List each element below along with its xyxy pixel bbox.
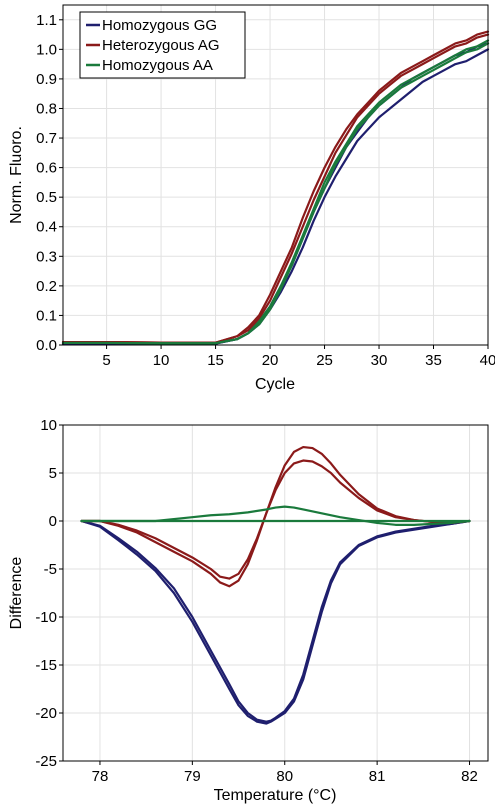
chart0-ytick-label-5: 0.5	[36, 189, 57, 206]
chart1-xtick-label-3: 81	[369, 768, 386, 785]
chart0-xtick-label-6: 35	[425, 352, 442, 369]
amp-plot-border	[62, 4, 489, 346]
chart0-series-ag-3	[61, 33, 490, 344]
amp-x-ticks: 5 10 15 20 25 30 35 40	[102, 345, 495, 369]
chart1-ytick-label-7: -25	[35, 753, 57, 770]
chart0-ytick-label-7: 0.7	[36, 130, 57, 147]
chart1-xtick-label-4: 82	[461, 768, 478, 785]
melt-series-group	[80, 445, 471, 725]
chart1-ytick-label-2: 0	[49, 513, 57, 530]
chart0-series-aa-5	[61, 42, 490, 345]
chart0-xtick-label-2: 15	[207, 352, 224, 369]
chart0-ytick-label-0: 0.0	[36, 337, 57, 354]
chart0-ytick-label-10: 1.0	[36, 41, 57, 58]
chart0-ytick-label-6: 0.6	[36, 160, 57, 177]
chart0-xtick-label-7: 40	[480, 352, 495, 369]
amplification-chart: 5 10 15 20 25 30 35 40 0.0 0.1 0.2 0.3 0.4 0.5 0.6 0.7…	[8, 4, 495, 393]
chart0-ytick-label-1: 0.1	[36, 307, 57, 324]
chart0-xtick-label-1: 10	[153, 352, 170, 369]
legend-label-ag: Heterozygous AG	[102, 37, 220, 54]
chart1-series-ag-2	[80, 445, 471, 588]
legend-box	[79, 11, 246, 79]
chart1-ytick-label-6: -20	[35, 705, 57, 722]
chart1-series-aa-4	[80, 505, 471, 526]
chart0-ytick-label-8: 0.8	[36, 100, 57, 117]
amp-x-axis-label: Cycle	[255, 376, 295, 393]
legend-label-aa: Homozygous AA	[102, 57, 213, 74]
amp-legend: Homozygous GG Heterozygous AG Homozygous…	[79, 11, 246, 79]
chart1-xtick-label-2: 80	[276, 768, 293, 785]
amp-y-ticks: 0.0 0.1 0.2 0.3 0.4 0.5 0.6 0.7 0.8 0.9 1.0 1.1	[36, 12, 63, 354]
chart0-ytick-label-9: 0.9	[36, 71, 57, 88]
melt-y-axis-label: Difference	[8, 557, 25, 630]
chart1-series-gg-1	[80, 519, 471, 723]
melt-x-axis-label: Temperature (°C)	[214, 787, 337, 804]
chart0-series-ag-2	[61, 30, 490, 344]
chart1-ytick-label-0: 10	[40, 417, 57, 434]
legend-label-gg: Homozygous GG	[102, 17, 217, 34]
chart0-ytick-label-4: 0.4	[36, 219, 57, 236]
chart1-ytick-label-4: -10	[35, 609, 57, 626]
chart1-xtick-label-0: 78	[92, 768, 109, 785]
melt-plot-area	[63, 425, 488, 761]
chart0-xtick-label-5: 30	[371, 352, 388, 369]
melt-plot-border	[62, 424, 489, 762]
amp-y-axis-label: Norm. Fluoro.	[8, 126, 25, 224]
chart1-ytick-label-5: -15	[35, 657, 57, 674]
melt-x-ticks: 78 79 80 81 82	[92, 761, 478, 785]
chart1-series-ag-3	[80, 459, 471, 580]
melt-y-ticks: 10 5 0 -5 -10 -15 -20 -25	[35, 417, 63, 770]
amp-series-group	[61, 30, 490, 345]
chart0-xtick-label-0: 5	[102, 352, 110, 369]
chart0-ytick-label-2: 0.2	[36, 278, 57, 295]
chart1-ytick-label-3: -5	[44, 561, 57, 578]
chart0-xtick-label-3: 20	[262, 352, 279, 369]
chart0-ytick-label-11: 1.1	[36, 12, 57, 29]
melt-difference-chart: 78 79 80 81 82 10 5 0 -5 -10 -15 -20 -25 Temperatur…	[8, 417, 489, 804]
chart1-xtick-label-1: 79	[184, 768, 201, 785]
chart0-ytick-label-3: 0.3	[36, 248, 57, 265]
chart1-ytick-label-1: 5	[49, 465, 57, 482]
chart0-xtick-label-4: 25	[316, 352, 333, 369]
